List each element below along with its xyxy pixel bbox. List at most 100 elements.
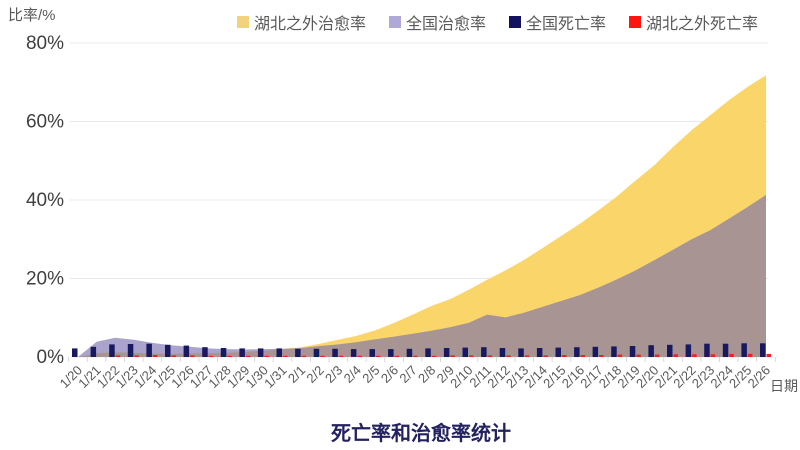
bar-湖北之外死亡率 bbox=[413, 355, 418, 357]
y-tick-label: 40% bbox=[26, 190, 64, 211]
bar-湖北之外死亡率 bbox=[357, 355, 362, 357]
bar-全国死亡率 bbox=[741, 343, 747, 357]
bar-湖北之外死亡率 bbox=[227, 355, 232, 357]
bar-湖北之外死亡率 bbox=[469, 355, 474, 357]
bar-全国死亡率 bbox=[462, 347, 468, 357]
bar-全国死亡率 bbox=[499, 348, 506, 357]
legend-swatch-icon bbox=[629, 16, 642, 28]
bar-全国死亡率 bbox=[313, 348, 320, 357]
legend-label: 全国死亡率 bbox=[526, 16, 607, 33]
bar-全国死亡率 bbox=[760, 343, 766, 357]
bar-全国死亡率 bbox=[127, 344, 134, 357]
area-湖北之外治愈率 bbox=[78, 75, 766, 357]
bar-湖北之外死亡率 bbox=[580, 355, 586, 357]
bar-湖北之外死亡率 bbox=[190, 355, 195, 357]
legend-item-2: 全国死亡率 bbox=[509, 10, 606, 34]
bar-全国死亡率 bbox=[406, 348, 413, 357]
bar-全国死亡率 bbox=[183, 345, 190, 357]
legend-swatch-icon bbox=[389, 16, 402, 28]
bar-湖北之外死亡率 bbox=[431, 355, 437, 357]
bar-湖北之外死亡率 bbox=[506, 355, 511, 357]
bar-全国死亡率 bbox=[202, 347, 208, 357]
bar-湖北之外死亡率 bbox=[283, 355, 288, 357]
bar-湖北之外死亡率 bbox=[450, 355, 455, 357]
bar-湖北之外死亡率 bbox=[617, 354, 623, 357]
x-axis-title: 日期 bbox=[770, 378, 798, 394]
bar-全国死亡率 bbox=[332, 348, 338, 357]
y-axis-title: 比率/% bbox=[8, 7, 56, 24]
bar-湖北之外死亡率 bbox=[320, 355, 325, 357]
bar-湖北之外死亡率 bbox=[394, 355, 400, 357]
bar-湖北之外死亡率 bbox=[376, 355, 381, 357]
bar-全国死亡率 bbox=[276, 348, 282, 357]
bar-全国死亡率 bbox=[704, 343, 710, 357]
bar-全国死亡率 bbox=[574, 347, 580, 357]
bar-湖北之外死亡率 bbox=[562, 355, 567, 357]
bar-湖北之外死亡率 bbox=[729, 353, 734, 357]
bar-湖北之外死亡率 bbox=[152, 355, 158, 357]
bar-全国死亡率 bbox=[388, 349, 394, 357]
bar-全国死亡率 bbox=[481, 347, 487, 357]
bar-全国死亡率 bbox=[685, 344, 692, 357]
x-tick-label: 2/26 bbox=[745, 363, 774, 392]
legend-item-0: 湖北之外治愈率 bbox=[237, 10, 366, 34]
bar-湖北之外死亡率 bbox=[654, 354, 660, 357]
legend-item-3: 湖北之外死亡率 bbox=[629, 10, 758, 34]
bar-湖北之外死亡率 bbox=[264, 355, 269, 357]
bar-湖北之外死亡率 bbox=[245, 355, 251, 357]
bar-全国死亡率 bbox=[667, 344, 673, 357]
bar-全国死亡率 bbox=[257, 348, 264, 357]
bar-全国死亡率 bbox=[369, 349, 375, 357]
bar-湖北之外死亡率 bbox=[487, 355, 493, 357]
bar-湖北之外死亡率 bbox=[599, 355, 604, 357]
bar-全国死亡率 bbox=[629, 346, 636, 357]
legend-label: 湖北之外治愈率 bbox=[254, 16, 367, 33]
legend-label: 湖北之外死亡率 bbox=[646, 16, 759, 33]
bar-全国死亡率 bbox=[722, 343, 729, 357]
bar-湖北之外死亡率 bbox=[338, 355, 344, 357]
bar-湖北之外死亡率 bbox=[543, 355, 548, 357]
chart-title: 死亡率和治愈率统计 bbox=[331, 423, 511, 445]
bar-全国死亡率 bbox=[72, 348, 78, 357]
bar-湖北之外死亡率 bbox=[692, 354, 697, 357]
bar-全国死亡率 bbox=[220, 348, 227, 357]
bar-湖北之外死亡率 bbox=[766, 353, 771, 357]
bar-全国死亡率 bbox=[109, 344, 115, 357]
bar-全国死亡率 bbox=[350, 349, 357, 357]
bar-全国死亡率 bbox=[165, 344, 171, 357]
bar-全国死亡率 bbox=[425, 348, 431, 357]
bar-湖北之外死亡率 bbox=[208, 355, 214, 357]
y-tick-label: 20% bbox=[26, 269, 64, 290]
bar-湖北之外死亡率 bbox=[747, 353, 753, 357]
legend: 湖北之外治愈率 全国治愈率 全国死亡率 湖北之外死亡率 bbox=[237, 10, 758, 34]
bar-全国死亡率 bbox=[536, 348, 543, 357]
legend-label: 全国治愈率 bbox=[406, 16, 487, 33]
bar-全国死亡率 bbox=[611, 346, 617, 357]
bar-湖北之外死亡率 bbox=[636, 354, 641, 357]
legend-swatch-icon bbox=[237, 16, 249, 28]
bar-全国死亡率 bbox=[90, 346, 97, 357]
bar-全国死亡率 bbox=[146, 343, 152, 357]
bar-湖北之外死亡率 bbox=[710, 354, 716, 357]
y-tick-label: 80% bbox=[26, 33, 64, 54]
bar-湖北之外死亡率 bbox=[134, 355, 139, 357]
bar-湖北之外死亡率 bbox=[115, 355, 121, 357]
bar-全国死亡率 bbox=[648, 345, 654, 357]
legend-swatch-icon bbox=[509, 16, 522, 28]
bar-湖北之外死亡率 bbox=[673, 354, 678, 357]
area-全国治愈率 bbox=[78, 194, 766, 357]
bar-全国死亡率 bbox=[592, 346, 599, 357]
legend-item-1: 全国治愈率 bbox=[389, 10, 486, 34]
y-tick-label: 0% bbox=[37, 347, 65, 368]
y-tick-label: 60% bbox=[26, 112, 64, 133]
bar-全国死亡率 bbox=[518, 348, 524, 357]
bar-湖北之外死亡率 bbox=[171, 355, 176, 357]
bar-全国死亡率 bbox=[555, 347, 561, 357]
bar-湖北之外死亡率 bbox=[301, 355, 307, 357]
bar-全国死亡率 bbox=[443, 348, 450, 357]
bar-湖北之外死亡率 bbox=[524, 355, 530, 357]
bar-全国死亡率 bbox=[239, 348, 245, 357]
bar-全国死亡率 bbox=[295, 348, 301, 357]
